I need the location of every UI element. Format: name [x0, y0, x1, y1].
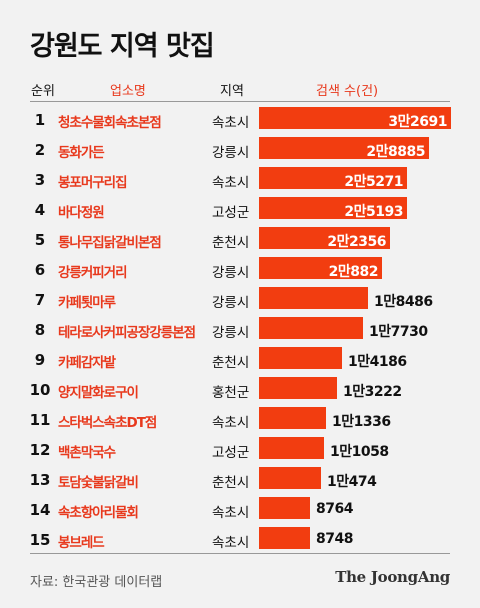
region-label: 강릉시: [212, 295, 250, 311]
rank-label: 5: [34, 231, 46, 249]
value-bar: [259, 197, 407, 219]
value-bar: [259, 467, 321, 489]
restaurant-name: 바다정원: [58, 205, 105, 221]
value-label: 3만2691: [388, 114, 447, 130]
rank-label: 7: [34, 291, 46, 309]
rank-label: 8: [34, 321, 46, 339]
rank-label: 3: [34, 171, 46, 189]
restaurant-name: 스타벅스속초DT점: [58, 415, 157, 431]
value-label: 2만5193: [344, 204, 403, 220]
table-row: 4 바다정원 고성군 2만5193: [0, 193, 480, 223]
rank-label: 14: [29, 501, 51, 519]
rank-label: 2: [34, 141, 46, 159]
table-row: 1 청초수물회속초본점 속초시 3만2691: [0, 103, 480, 133]
restaurant-name: 강릉커피거리: [58, 265, 128, 281]
value-bar: [259, 347, 342, 369]
restaurant-name: 봉브레드: [58, 535, 105, 551]
region-label: 강릉시: [212, 325, 250, 341]
value-bar: [259, 437, 324, 459]
value-bar: [259, 407, 326, 429]
restaurant-name: 테라로사커피공장강릉본점: [58, 325, 196, 341]
value-bar: [259, 227, 390, 249]
table-row: 6 강릉커피거리 강릉시 2만882: [0, 253, 480, 283]
region-label: 홍천군: [212, 385, 250, 401]
table-row: 13 토담숯불닭갈비 춘천시 1만474: [0, 463, 480, 493]
region-label: 춘천시: [212, 475, 250, 491]
value-bar: [259, 107, 451, 129]
restaurant-name: 양지말화로구이: [58, 385, 139, 401]
region-label: 강릉시: [212, 145, 250, 161]
rank-label: 4: [34, 201, 46, 219]
restaurant-name: 속초항아리물회: [58, 505, 139, 521]
value-bar: [259, 167, 407, 189]
region-label: 고성군: [212, 445, 250, 461]
table-row: 5 통나무집닭갈비본점 춘천시 2만2356: [0, 223, 480, 253]
header-value: 검색 수(건): [316, 84, 379, 99]
region-label: 속초시: [212, 115, 250, 131]
value-label: 2만2356: [327, 234, 386, 250]
restaurant-name: 청초수물회속초본점: [58, 115, 162, 131]
value-label: 1만1336: [332, 414, 391, 430]
region-label: 고성군: [212, 205, 250, 221]
table-row: 11 스타벅스속초DT점 속초시 1만1336: [0, 403, 480, 433]
value-bar: [259, 527, 310, 549]
region-label: 속초시: [212, 505, 250, 521]
rank-label: 13: [29, 471, 51, 489]
restaurant-name: 봉포머구리집: [58, 175, 128, 191]
value-label: 1만1058: [330, 444, 389, 460]
table-row: 3 봉포머구리집 속초시 2만5271: [0, 163, 480, 193]
rank-label: 6: [34, 261, 46, 279]
table-row: 7 카페툇마루 강릉시 1만8486: [0, 283, 480, 313]
value-label: 1만3222: [343, 384, 402, 400]
restaurant-name: 백촌막국수: [58, 445, 116, 461]
header-rank: 순위: [31, 84, 55, 99]
rank-label: 12: [29, 441, 51, 459]
region-label: 속초시: [212, 415, 250, 431]
table-row: 2 동화가든 강릉시 2만8885: [0, 133, 480, 163]
value-bar: [259, 317, 363, 339]
region-label: 속초시: [212, 535, 250, 551]
value-bar: [259, 377, 337, 399]
restaurant-name: 카페감자밭: [58, 355, 116, 371]
table-row: 14 속초항아리물회 속초시 8764: [0, 493, 480, 523]
header-region: 지역: [220, 84, 244, 99]
page-title: 강원도 지역 맛집: [30, 31, 215, 62]
publisher-logo: The JoongAng: [335, 568, 450, 586]
table-row: 10 양지말화로구이 홍천군 1만3222: [0, 373, 480, 403]
value-label: 1만8486: [374, 294, 433, 310]
value-bar: [259, 287, 368, 309]
region-label: 춘천시: [212, 355, 250, 371]
restaurant-name: 통나무집닭갈비본점: [58, 235, 162, 251]
value-label: 2만8885: [366, 144, 425, 160]
region-label: 강릉시: [212, 265, 250, 281]
value-label: 1만7730: [369, 324, 428, 340]
rank-label: 10: [29, 381, 51, 399]
rank-label: 11: [29, 411, 51, 429]
value-bar: [259, 137, 429, 159]
region-label: 속초시: [212, 175, 250, 191]
rank-label: 15: [29, 531, 51, 549]
value-label: 2만5271: [344, 174, 403, 190]
table-row: 15 봉브레드 속초시 8748: [0, 523, 480, 553]
rank-label: 9: [34, 351, 46, 369]
value-label: 2만882: [328, 264, 379, 280]
restaurant-name: 동화가든: [58, 145, 105, 161]
table-row: 9 카페감자밭 춘천시 1만4186: [0, 343, 480, 373]
footer-divider: [30, 553, 450, 554]
value-bar: [259, 497, 310, 519]
region-label: 춘천시: [212, 235, 250, 251]
header-name: 업소명: [110, 84, 146, 99]
value-bar: [259, 257, 382, 279]
table-row: 8 테라로사커피공장강릉본점 강릉시 1만7730: [0, 313, 480, 343]
rank-label: 1: [34, 111, 46, 129]
value-label: 1만474: [327, 474, 377, 490]
value-label: 8748: [316, 531, 353, 547]
header-divider: [30, 101, 450, 102]
restaurant-name: 토담숯불닭갈비: [58, 475, 139, 491]
table-row: 12 백촌막국수 고성군 1만1058: [0, 433, 480, 463]
value-label: 1만4186: [348, 354, 407, 370]
value-label: 8764: [316, 501, 353, 517]
restaurant-name: 카페툇마루: [58, 295, 116, 311]
source-note: 자료: 한국관광 데이터랩: [30, 575, 163, 590]
